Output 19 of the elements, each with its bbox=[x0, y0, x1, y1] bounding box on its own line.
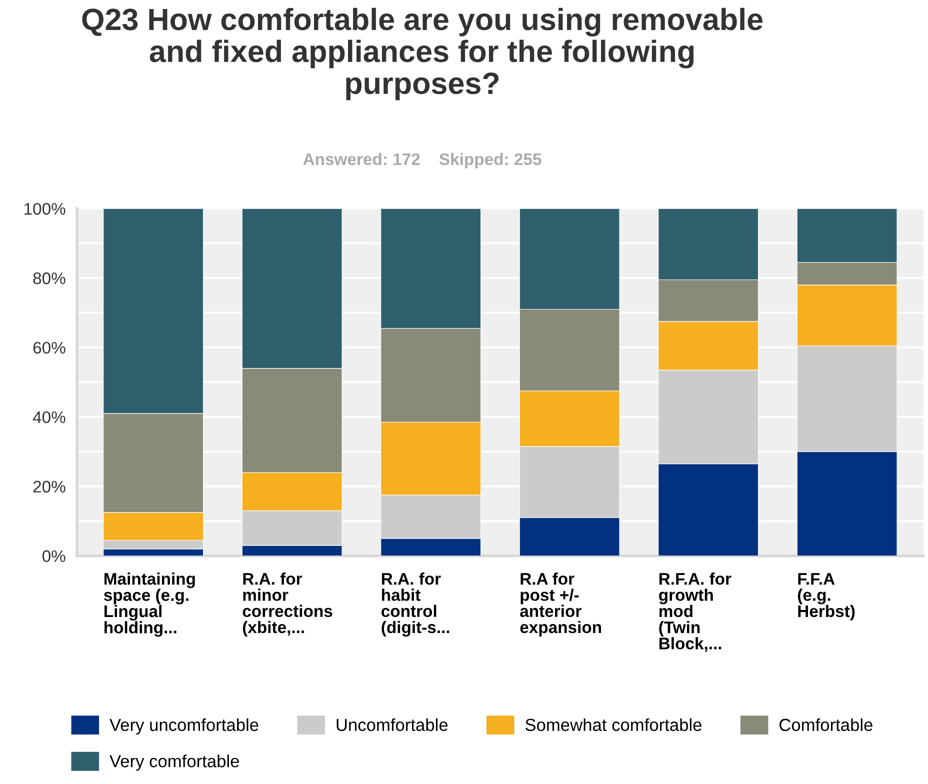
x-tick-label: R.A. for minor corrections (xbite,... bbox=[242, 572, 332, 636]
y-tick-label: 20% bbox=[33, 480, 66, 493]
chart-title: Q23 How comfortable are you using removable and fixed appliances for the following purposes? bbox=[82, 8, 763, 100]
y-tick-label: 60% bbox=[33, 342, 66, 354]
x-tick-label: R.F.A. for growth mod (Twin Block,... bbox=[659, 572, 732, 652]
y-tick-label: 40% bbox=[32, 411, 66, 424]
x-tick-label: R.A. for habit control (digit-s... bbox=[382, 572, 450, 637]
y-tick-label: 80% bbox=[33, 272, 66, 284]
x-tick-label: R.A for post +/- anterior expansion bbox=[520, 572, 602, 636]
legend-label: Comfortable bbox=[780, 718, 872, 732]
y-tick-label: 0% bbox=[42, 550, 66, 562]
x-tick-label: Maintaining space (e.g. Lingual holding... bbox=[104, 572, 195, 637]
x-tick-label: F.F.A (e.g. Herbst) bbox=[798, 573, 855, 620]
legend-label: Very comfortable bbox=[110, 754, 239, 771]
legend-label: Very uncomfortable bbox=[110, 718, 258, 734]
legend-label: Uncomfortable bbox=[336, 718, 448, 732]
legend-label: Somewhat comfortable bbox=[525, 718, 702, 732]
chart-subtitle: Answered: 172 Skipped: 255 bbox=[303, 152, 542, 168]
y-tick-label: 100% bbox=[24, 202, 66, 215]
